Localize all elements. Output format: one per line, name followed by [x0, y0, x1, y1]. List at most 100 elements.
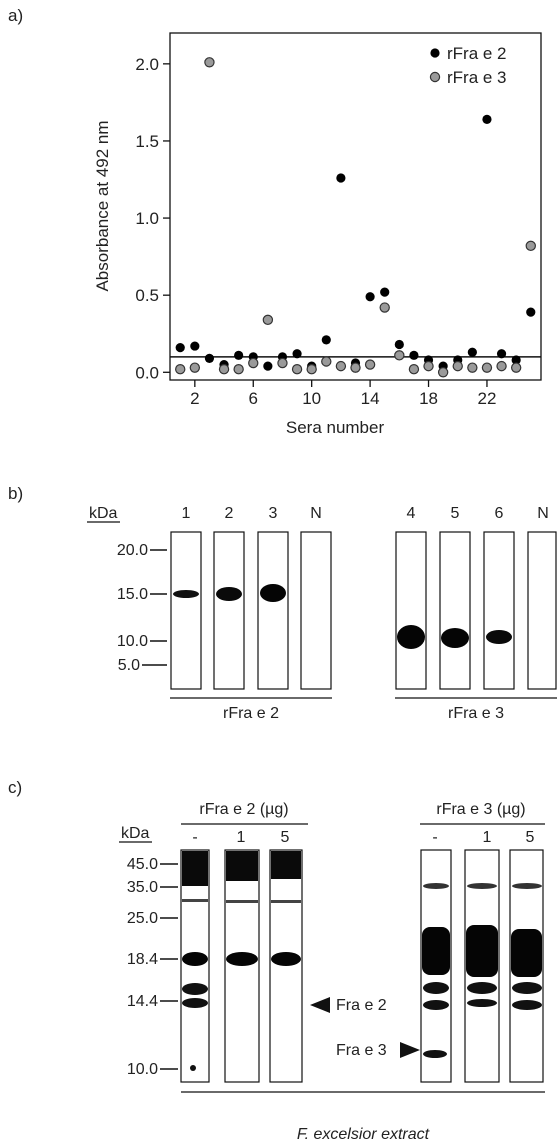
- blot-c-band: [467, 999, 497, 1007]
- blot-c-lane-label: 1: [483, 829, 492, 846]
- panel-c-label: c): [8, 778, 23, 797]
- x-tick-label: 22: [477, 389, 496, 408]
- point-rfra-e2: [175, 343, 185, 353]
- point-rfra-e3: [306, 364, 317, 375]
- point-rfra-e2: [467, 347, 477, 357]
- blot-b-marker: 20.0: [117, 542, 148, 559]
- blot-c-band: [226, 952, 258, 966]
- point-rfra-e3: [277, 357, 288, 369]
- blot-b-lane-3: [257, 531, 289, 690]
- legend-marker: [429, 71, 441, 83]
- absorbance-scatter-chart: 0.00.51.01.52.0 2 6 10 14 18 22 rFra e 2rFra …: [93, 32, 542, 437]
- arrow-label-fra-e3: Fra e 3: [336, 1042, 387, 1059]
- data-points: [175, 57, 536, 378]
- x-tick-label: 6: [249, 389, 258, 408]
- blot-c-band: [512, 1000, 542, 1010]
- blot-c-band: [423, 883, 449, 889]
- point-rfra-e2: [336, 173, 346, 183]
- blot-b-marker: 15.0: [117, 586, 148, 603]
- point-rfra-e2: [526, 307, 536, 317]
- x-tick-label: 14: [361, 389, 380, 408]
- point-rfra-e3: [408, 364, 420, 375]
- blot-b: kDa 1 2 3 N 4 5 6 N 20.0 15.0 10.0 5.0 r…: [87, 505, 557, 722]
- blot-c-footer: F. excelsior extract: [297, 1126, 430, 1143]
- blot-c-band: [271, 900, 301, 903]
- blot-c-band: [423, 1000, 449, 1010]
- x-axis-ticks: 2 6 10 14 18 22: [190, 380, 496, 408]
- point-rfra-e3: [364, 359, 376, 370]
- blot-b-lane-label: 4: [407, 505, 416, 522]
- legend-label: rFra e 3: [447, 68, 507, 87]
- blot-c-band: [226, 900, 258, 903]
- blot-c-spot: [190, 1065, 196, 1071]
- point-rfra-e3: [262, 314, 274, 326]
- point-rfra-e3: [204, 57, 215, 68]
- legend-marker: [430, 48, 440, 58]
- blot-b-lane-1: [170, 531, 202, 690]
- blot-c-marker: 35.0: [127, 879, 158, 896]
- legend: rFra e 2 rFra e 3: [429, 44, 507, 87]
- y-tick-label: 1.5: [135, 132, 159, 151]
- panel-b-label: b): [8, 484, 24, 503]
- blot-c-band: [423, 982, 449, 994]
- blot-b-lane-5: [439, 531, 471, 690]
- blot-b-band: [173, 590, 199, 598]
- point-rfra-e2: [496, 349, 507, 359]
- blot-b-marker: 5.0: [118, 657, 140, 674]
- point-rfra-e2: [190, 341, 200, 351]
- blot-c-marker: 10.0: [127, 1061, 158, 1078]
- blot-c-band: [422, 927, 450, 975]
- blot-c-lane-label: -: [192, 829, 197, 846]
- blot-c: rFra e 2 (µg) rFra e 3 (µg) kDa - 1 5 - …: [119, 801, 545, 1143]
- blot-c-band: [423, 1050, 447, 1058]
- blot-b-band: [260, 584, 286, 602]
- point-rfra-e2: [321, 335, 331, 345]
- point-rfra-e3: [248, 357, 259, 369]
- point-rfra-e2: [511, 355, 521, 365]
- blot-c-marker: 45.0: [127, 856, 158, 873]
- blot-b-lane-label: 1: [182, 505, 191, 522]
- blot-b-group-label: rFra e 2: [223, 705, 279, 722]
- point-rfra-e3: [175, 364, 186, 375]
- y-tick-label: 0.0: [135, 363, 159, 382]
- y-tick-label: 2.0: [135, 55, 159, 74]
- blot-c-group-label: rFra e 2 (µg): [199, 801, 288, 818]
- point-rfra-e3: [452, 360, 463, 372]
- blot-b-band: [441, 628, 469, 648]
- y-axis-ticks: 0.0 0.5 1.0 1.5 2.0: [135, 55, 170, 382]
- blot-b-lane-4: [395, 531, 427, 690]
- blot-c-band: [511, 929, 542, 977]
- blot-c-marker: 18.4: [127, 951, 158, 968]
- blot-c-marker: 14.4: [127, 993, 158, 1010]
- point-rfra-e2: [365, 292, 375, 302]
- blot-c-band: [182, 983, 208, 995]
- x-tick-label: 18: [419, 389, 438, 408]
- blot-b-group-label: rFra e 3: [448, 705, 504, 722]
- blot-c-band: [226, 851, 258, 881]
- panel-a-label: a): [8, 6, 24, 25]
- blot-b-band: [216, 587, 242, 601]
- blot-c-band: [182, 851, 208, 886]
- arrow-label-fra-e2: Fra e 2: [336, 997, 387, 1014]
- point-rfra-e2: [263, 361, 273, 371]
- plot-frame: [169, 32, 542, 381]
- blot-b-lane-6: [483, 531, 515, 690]
- y-tick-label: 1.0: [135, 209, 159, 228]
- point-rfra-e3: [510, 362, 522, 373]
- point-rfra-e2: [482, 114, 492, 124]
- point-rfra-e3: [350, 362, 361, 373]
- blot-c-kda-label: kDa: [121, 825, 150, 842]
- point-rfra-e3: [291, 364, 303, 375]
- legend-label: rFra e 2: [447, 44, 507, 63]
- blot-c-band: [466, 925, 498, 977]
- point-rfra-e2: [204, 353, 215, 364]
- point-rfra-e2: [394, 339, 404, 350]
- blot-c-lane-e2-1: [224, 849, 260, 1083]
- point-rfra-e3: [321, 356, 332, 367]
- point-rfra-e2: [409, 350, 419, 360]
- point-rfra-e2: [234, 350, 244, 360]
- point-rfra-e3: [218, 364, 230, 375]
- blot-c-marker: 25.0: [127, 910, 158, 927]
- blot-b-lane-N1: [300, 531, 332, 690]
- y-axis-label: Absorbance at 492 nm: [93, 120, 112, 291]
